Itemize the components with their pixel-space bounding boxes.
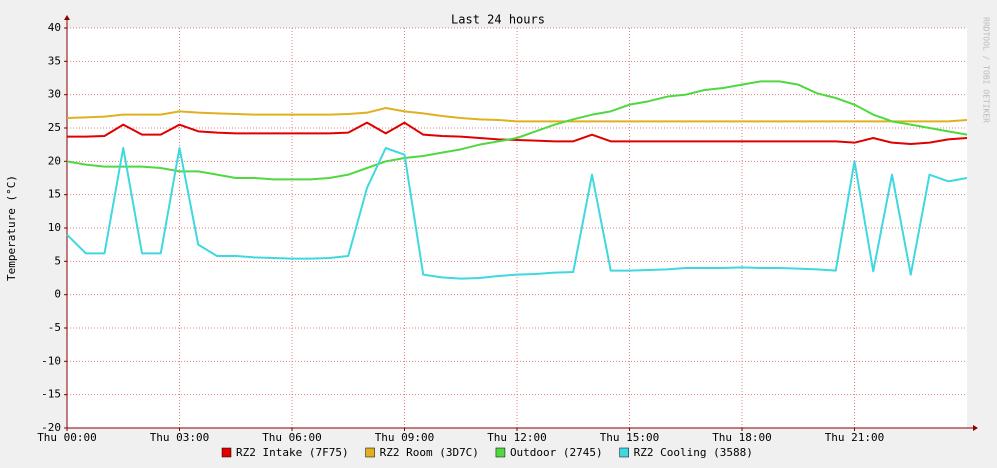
series-line	[66, 147, 968, 280]
x-tick-label: Thu 12:00	[487, 431, 547, 444]
y-tick-label: 30	[48, 88, 61, 101]
legend-label: RZ2 Cooling (3588)	[634, 446, 753, 459]
x-tick-label: Thu 03:00	[150, 431, 210, 444]
y-tick-label: 0	[54, 288, 61, 301]
legend-swatch	[619, 447, 629, 458]
legend-label: RZ2 Room (3D7C)	[380, 446, 479, 459]
y-tick-label: 15	[48, 188, 61, 201]
series-line	[66, 107, 968, 123]
x-tick-label: Thu 15:00	[600, 431, 660, 444]
y-tick-label: 40	[48, 21, 61, 34]
y-tick-label: 5	[54, 254, 61, 267]
y-axis-label: Temperature (°C)	[5, 175, 18, 281]
legend-swatch	[365, 447, 375, 458]
y-tick-label: -20	[41, 421, 61, 434]
y-tick-label: -10	[41, 354, 61, 367]
x-axis-arrow	[973, 425, 978, 431]
x-tick-label: Thu 00:00	[37, 431, 97, 444]
x-tick-label: Thu 09:00	[375, 431, 435, 444]
series-line	[66, 80, 968, 181]
watermark: RRDTOOL / TOBI OETIKER	[982, 17, 991, 123]
legend-swatch	[495, 447, 506, 458]
x-tick-label: Thu 18:00	[712, 431, 772, 444]
legend-label: Outdoor (2745)	[510, 446, 603, 459]
chart-title: Last 24 hours	[451, 13, 545, 27]
y-tick-label: 25	[48, 121, 61, 134]
y-tick-label: 35	[48, 54, 61, 67]
x-tick-label: Thu 06:00	[262, 431, 322, 444]
y-tick-label: 20	[48, 154, 61, 167]
y-tick-label: 10	[48, 221, 61, 234]
legend-swatch	[221, 447, 232, 458]
y-tick-label: -15	[41, 388, 61, 401]
y-axis-arrow	[64, 15, 70, 20]
y-tick-label: -5	[48, 321, 61, 334]
legend-label: RZ2 Intake (7F75)	[236, 446, 349, 459]
series-line	[67, 121, 968, 145]
x-tick-label: Thu 21:00	[825, 431, 885, 444]
